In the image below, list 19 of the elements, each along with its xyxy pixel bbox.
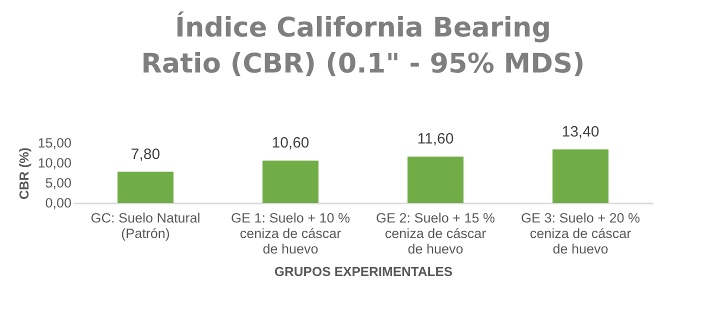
x-tick-label: GE 1: Suelo + 10 % ceniza de cáscar de huevo (231, 210, 350, 256)
y-tick-label: 15,00 (38, 136, 72, 150)
bar (552, 149, 608, 203)
x-tick-label: GC: Suelo Natural (Patrón) (90, 210, 200, 241)
bar (408, 156, 464, 203)
y-tick-label: 0,00 (45, 196, 72, 210)
bar (118, 172, 174, 203)
bar (262, 160, 318, 203)
y-tick-label: 10,00 (38, 156, 72, 170)
y-tick-label: 5,00 (45, 176, 72, 190)
data-label: 7,80 (130, 146, 160, 163)
data-label: 10,60 (272, 134, 310, 152)
x-tick-label: GE 3: Suelo + 20 % ceniza de cáscar de huevo (521, 210, 640, 256)
y-axis-title: CBR (%) (16, 148, 32, 200)
chart-title: Índice California Bearing Ratio (CBR) (0.1" - 95% MDS) (141, 10, 585, 80)
data-label: 13,40 (562, 123, 600, 140)
x-tick-label: GE 2: Suelo + 15 % ceniza de cáscar de huevo (376, 210, 495, 256)
data-label: 11,60 (417, 130, 454, 148)
x-axis-title: GRUPOS EXPERIMENTALES (274, 264, 453, 279)
